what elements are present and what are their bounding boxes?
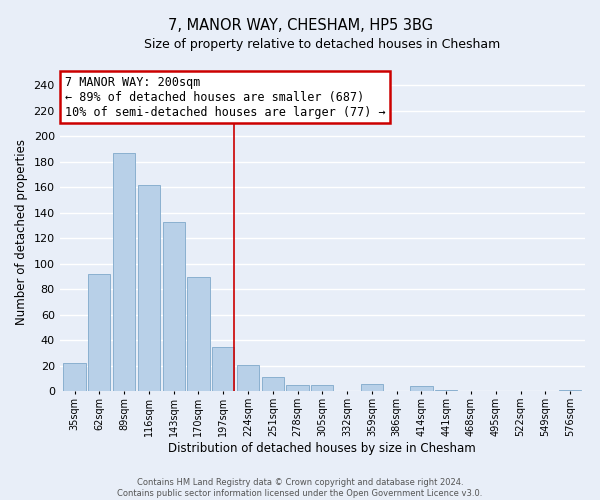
Bar xyxy=(361,384,383,392)
Bar xyxy=(262,378,284,392)
Bar xyxy=(64,364,86,392)
Text: Contains HM Land Registry data © Crown copyright and database right 2024.
Contai: Contains HM Land Registry data © Crown c… xyxy=(118,478,482,498)
Text: 7 MANOR WAY: 200sqm
← 89% of detached houses are smaller (687)
10% of semi-detac: 7 MANOR WAY: 200sqm ← 89% of detached ho… xyxy=(65,76,386,118)
Title: Size of property relative to detached houses in Chesham: Size of property relative to detached ho… xyxy=(144,38,500,51)
Bar xyxy=(237,364,259,392)
Bar xyxy=(113,153,135,392)
Text: 7, MANOR WAY, CHESHAM, HP5 3BG: 7, MANOR WAY, CHESHAM, HP5 3BG xyxy=(167,18,433,32)
Bar xyxy=(163,222,185,392)
Y-axis label: Number of detached properties: Number of detached properties xyxy=(15,139,28,325)
Bar xyxy=(212,346,235,392)
Bar xyxy=(187,276,209,392)
Bar xyxy=(410,386,433,392)
Bar xyxy=(138,184,160,392)
Bar xyxy=(88,274,110,392)
Bar xyxy=(559,390,581,392)
Bar xyxy=(286,385,309,392)
Bar xyxy=(311,385,334,392)
X-axis label: Distribution of detached houses by size in Chesham: Distribution of detached houses by size … xyxy=(169,442,476,455)
Bar xyxy=(435,390,457,392)
